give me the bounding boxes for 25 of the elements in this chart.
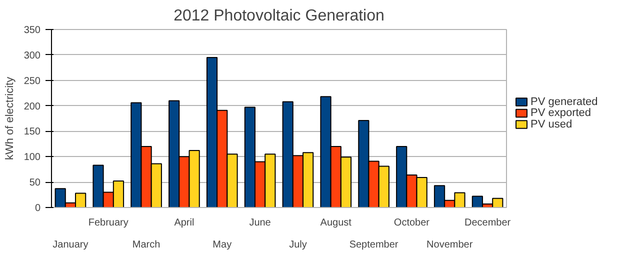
x-tick-label: December xyxy=(464,218,512,228)
legend-label: PV generated xyxy=(530,96,598,108)
x-tick-label: February xyxy=(88,218,128,228)
y-tick-label: 300 xyxy=(24,50,41,62)
x-tick-label: August xyxy=(320,218,352,228)
chart-title: 2012 Photovoltaic Generation xyxy=(174,8,384,24)
y-axis-title: kWh of electricity xyxy=(4,76,16,160)
y-tick-label: 50 xyxy=(29,178,41,189)
legend-label: PV used xyxy=(530,118,572,130)
legend-label: PV exported xyxy=(530,107,592,120)
x-tick-label: September xyxy=(349,240,399,250)
x-tick-label: October xyxy=(394,218,430,228)
y-tick-label: 350 xyxy=(24,25,41,36)
y-tick-label: 200 xyxy=(24,101,41,112)
y-tick-label: 250 xyxy=(24,76,41,87)
x-tick-label: January xyxy=(52,240,88,250)
x-tick-label: November xyxy=(426,240,474,250)
x-tick-label: March xyxy=(132,240,160,250)
y-tick-label: 100 xyxy=(24,152,41,164)
x-tick-label: July xyxy=(289,240,307,250)
x-tick-label: April xyxy=(174,218,194,228)
y-tick-label: 0 xyxy=(34,203,41,214)
x-tick-label: June xyxy=(249,218,272,228)
y-tick-label: 150 xyxy=(24,126,41,138)
x-tick-label: May xyxy=(212,240,232,250)
